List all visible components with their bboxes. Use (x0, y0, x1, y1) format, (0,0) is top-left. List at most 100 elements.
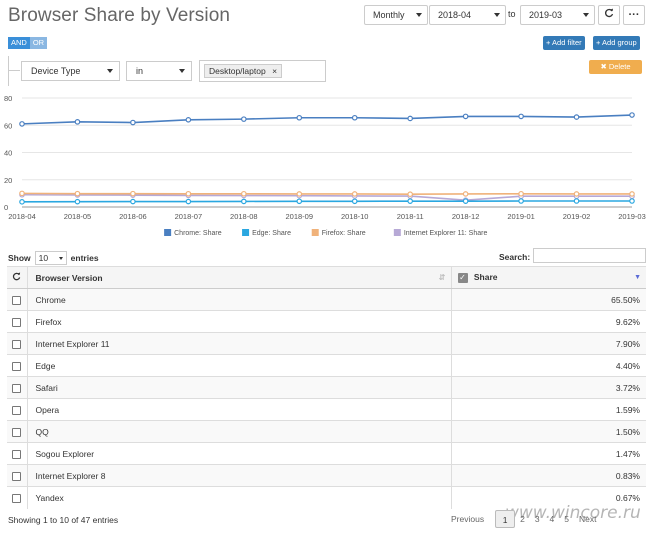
period-select-value: Monthly (373, 10, 405, 20)
row-checkbox-cell[interactable] (7, 376, 28, 399)
legend-swatch (164, 229, 172, 236)
filter-field-select[interactable]: Device Type (21, 61, 120, 81)
ellipsis-icon: ··· (628, 9, 640, 21)
add-filter-button[interactable]: + Add filter (543, 36, 585, 50)
refresh-button[interactable] (598, 5, 620, 25)
period-select[interactable]: Monthly (364, 5, 428, 25)
row-checkbox[interactable] (12, 361, 22, 371)
row-checkbox-cell[interactable] (7, 420, 28, 443)
row-checkbox-cell[interactable] (7, 486, 28, 509)
row-checkbox[interactable] (12, 295, 22, 305)
reset-selection-icon[interactable] (12, 272, 21, 281)
data-point (407, 198, 413, 204)
page-title: Browser Share by Version (8, 5, 231, 26)
share-cell: 9.62% (451, 310, 646, 333)
page-length-select[interactable]: 10 (34, 251, 67, 265)
refresh-icon (605, 8, 614, 18)
data-point (573, 114, 580, 120)
data-point (462, 191, 469, 197)
table-row[interactable]: Yandex 0.67% (7, 486, 646, 509)
table-row[interactable]: Sogou Explorer 1.47% (7, 442, 646, 465)
legend-swatch (242, 229, 250, 236)
row-checkbox-cell[interactable] (7, 332, 28, 355)
table-row[interactable]: Chrome 65.50% (7, 288, 646, 311)
table-row[interactable]: Opera 1.59% (7, 398, 646, 421)
row-checkbox[interactable] (12, 339, 22, 349)
y-tick-label: 20 (4, 176, 12, 185)
checkbox-checked-icon[interactable]: ✓ (457, 272, 468, 283)
table-header-row: Browser Version ⇵ ✓ Share ▼ (7, 266, 646, 289)
browser-version-cell: Opera (27, 398, 452, 421)
pagination-page[interactable]: 1 (495, 510, 516, 528)
data-point (296, 191, 303, 197)
table-row[interactable]: Internet Explorer 11 7.90% (7, 332, 646, 355)
row-checkbox-cell[interactable] (7, 354, 28, 377)
browser-version-cell: Chrome (27, 288, 452, 311)
x-tick-label: 2018-06 (119, 212, 147, 221)
pagination-next[interactable]: Next (579, 514, 597, 524)
or-button[interactable]: OR (29, 37, 48, 49)
row-checkbox-cell[interactable] (7, 310, 28, 333)
row-checkbox[interactable] (12, 405, 22, 415)
x-tick-label: 2018-07 (175, 212, 203, 221)
chevron-down-icon (416, 13, 422, 17)
add-group-button[interactable]: + Add group (593, 36, 640, 50)
x-tick-label: 2019-03 (618, 212, 646, 221)
pagination-previous[interactable]: Previous (451, 514, 485, 524)
browser-version-cell: Internet Explorer 11 (27, 332, 452, 355)
row-checkbox-cell[interactable] (7, 398, 28, 421)
table-row[interactable]: Firefox 9.62% (7, 310, 646, 333)
more-options-button[interactable]: ··· (623, 5, 645, 25)
data-point (19, 121, 25, 127)
x-tick-label: 2019-01 (507, 212, 535, 221)
table-row[interactable]: Internet Explorer 8 0.83% (7, 464, 646, 487)
row-checkbox[interactable] (12, 493, 22, 503)
row-checkbox[interactable] (12, 449, 22, 459)
x-tick-label: 2018-05 (64, 212, 92, 221)
row-checkbox[interactable] (12, 383, 22, 393)
table-row[interactable]: QQ 1.50% (7, 420, 646, 443)
data-point (407, 115, 413, 122)
x-tick-label: 2018-12 (452, 212, 480, 221)
select-all-cell[interactable] (7, 266, 28, 289)
row-checkbox[interactable] (12, 427, 22, 437)
tag-remove-icon[interactable]: × (272, 66, 278, 76)
pagination-page[interactable]: 4 (549, 514, 555, 524)
pagination-page[interactable]: 5 (564, 514, 570, 524)
pagination-page[interactable]: 2 (520, 514, 525, 524)
table-row[interactable]: Edge 4.40% (7, 354, 646, 377)
data-point (74, 198, 81, 205)
share-cell: 7.90% (451, 332, 646, 355)
legend-swatch (393, 229, 401, 236)
table-row[interactable]: Safari 3.72% (7, 376, 646, 399)
delete-filter-button[interactable]: ✖ Delete (589, 60, 642, 74)
date-to-select[interactable]: 2019-03 (520, 5, 595, 25)
row-checkbox[interactable] (12, 317, 22, 327)
date-from-select[interactable]: 2018-04 (429, 5, 506, 25)
data-point (130, 198, 136, 205)
and-button[interactable]: AND (8, 37, 30, 49)
row-checkbox[interactable] (12, 471, 22, 481)
browser-share-table: Browser Version ⇵ ✓ Share ▼ Chrome 65.50%… (7, 266, 646, 509)
data-point (74, 190, 81, 197)
data-point (241, 190, 247, 197)
legend-label: Internet Explorer 11: Share (404, 230, 488, 237)
browser-version-cell: Firefox (27, 310, 452, 333)
series-line (21, 193, 632, 201)
row-checkbox-cell[interactable] (7, 442, 28, 465)
filter-operator-select[interactable]: in (126, 61, 192, 81)
data-point (351, 191, 358, 197)
data-point (185, 198, 192, 205)
filter-value-tag-label: Desktop/laptop (209, 66, 266, 76)
filter-value-input[interactable]: Desktop/laptop × (199, 60, 326, 82)
column-header-browser-version[interactable]: Browser Version ⇵ (27, 266, 452, 289)
and-or-toggle[interactable]: AND OR (8, 37, 48, 49)
column-header-share[interactable]: ✓ Share ▼ (451, 266, 646, 289)
row-checkbox-cell[interactable] (7, 288, 28, 311)
search-input[interactable] (533, 248, 646, 263)
filter-operator-value: in (136, 66, 144, 76)
x-tick-label: 2018-08 (230, 212, 258, 221)
row-checkbox-cell[interactable] (7, 464, 28, 487)
pagination-page[interactable]: 3 (534, 514, 540, 524)
series-line (21, 192, 632, 195)
